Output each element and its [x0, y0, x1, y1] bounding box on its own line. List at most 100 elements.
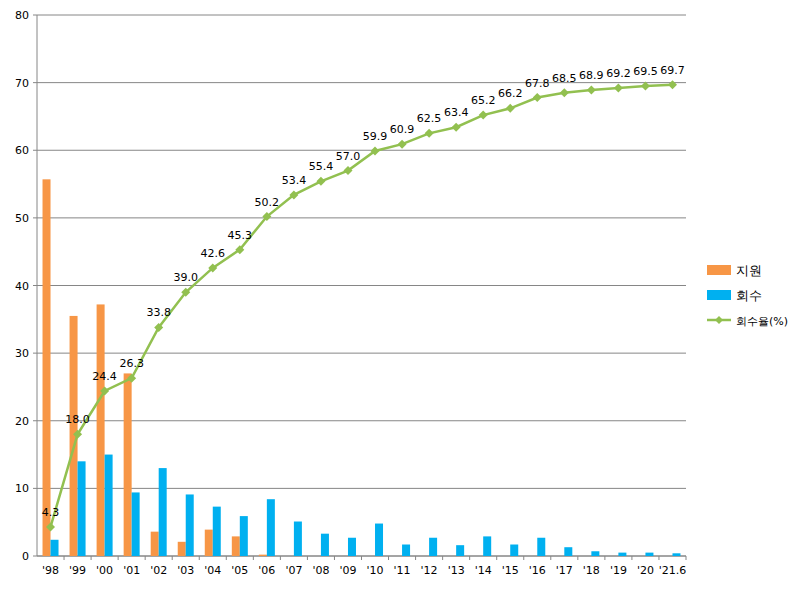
bar — [556, 556, 564, 557]
x-tick-mark — [415, 556, 416, 560]
x-tick-label: '02 — [150, 564, 167, 577]
bar — [672, 553, 680, 556]
tick-mark — [33, 488, 37, 489]
x-tick-label: '06 — [258, 564, 275, 577]
x-tick-label: '19 — [610, 564, 627, 577]
bar — [313, 556, 321, 557]
marker — [560, 88, 569, 97]
grid-line — [37, 285, 686, 286]
y-tick-label: 80 — [15, 9, 29, 22]
data-label: 59.9 — [363, 130, 388, 143]
y-tick-label: 30 — [15, 347, 29, 360]
marker — [208, 263, 217, 272]
bar — [132, 492, 140, 556]
tick-mark — [33, 15, 37, 16]
marker — [289, 190, 298, 199]
y-axis — [37, 15, 38, 556]
grid-line — [37, 217, 686, 218]
bar — [124, 373, 132, 556]
x-tick-label: '15 — [502, 564, 519, 577]
tick-mark — [33, 420, 37, 421]
bar — [618, 553, 626, 556]
x-tick-mark — [334, 556, 335, 560]
marker — [73, 430, 82, 439]
marker — [154, 323, 163, 332]
bar — [591, 551, 599, 556]
y-tick-label: 20 — [15, 415, 29, 428]
bar — [664, 556, 672, 557]
marker — [46, 522, 55, 531]
x-tick-label: '20 — [637, 564, 654, 577]
x-tick-label: '00 — [96, 564, 113, 577]
x-tick-mark — [388, 556, 389, 560]
x-tick-mark — [686, 556, 687, 560]
bar — [178, 542, 186, 556]
x-tick-mark — [199, 556, 200, 560]
marker — [235, 245, 244, 254]
x-tick-mark — [91, 556, 92, 560]
marker — [587, 86, 596, 95]
bar — [367, 556, 375, 557]
bar — [564, 547, 572, 556]
y-tick-label: 0 — [22, 550, 29, 563]
data-label: 68.9 — [579, 69, 604, 82]
bar — [213, 507, 221, 556]
grid-line — [37, 15, 686, 16]
data-label: 69.7 — [660, 64, 685, 77]
bar — [151, 532, 159, 556]
chart: 01020304050607080'98'99'00'01'02'03'04'0… — [0, 0, 806, 589]
data-label: 69.5 — [633, 65, 658, 78]
bar — [448, 556, 456, 557]
marker — [614, 84, 623, 93]
marker — [181, 288, 190, 297]
bar — [394, 556, 402, 557]
bar — [645, 553, 653, 556]
marker — [371, 146, 380, 155]
marker — [479, 111, 488, 120]
data-label: 69.2 — [606, 67, 631, 80]
marker — [506, 104, 515, 113]
x-tick-mark — [226, 556, 227, 560]
data-label: 26.3 — [119, 357, 144, 370]
x-tick-label: '09 — [339, 564, 356, 577]
data-label: 42.6 — [201, 247, 226, 260]
marker — [100, 386, 109, 395]
marker — [668, 80, 677, 89]
x-tick-mark — [658, 556, 659, 560]
data-label: 45.3 — [228, 229, 253, 242]
x-tick-mark — [118, 556, 119, 560]
x-tick-label: '13 — [448, 564, 465, 577]
x-tick-label: '16 — [529, 564, 546, 577]
bar — [510, 545, 518, 556]
tick-mark — [33, 285, 37, 286]
data-label: 39.0 — [173, 271, 198, 284]
x-tick-label: '03 — [177, 564, 194, 577]
bar — [340, 556, 348, 557]
marker — [641, 82, 650, 91]
bar — [429, 538, 437, 556]
marker — [398, 140, 407, 149]
x-tick-label: '08 — [312, 564, 329, 577]
bar — [529, 556, 537, 557]
x-tick-label: '07 — [285, 564, 302, 577]
marker — [316, 177, 325, 186]
data-label: 60.9 — [390, 123, 415, 136]
bar — [637, 556, 645, 557]
bar — [483, 536, 491, 556]
x-tick-mark — [442, 556, 443, 560]
x-tick-label: '14 — [475, 564, 492, 577]
x-tick-mark — [64, 556, 65, 560]
line — [51, 85, 673, 527]
x-tick-label: '05 — [231, 564, 248, 577]
y-tick-label: 60 — [15, 144, 29, 157]
x-tick-label: '98 — [42, 564, 59, 577]
data-label: 4.3 — [42, 506, 60, 519]
x-tick-label: '04 — [204, 564, 221, 577]
x-tick-label: '11 — [394, 564, 411, 577]
x-tick-mark — [604, 556, 605, 560]
bar — [294, 522, 302, 556]
bar — [610, 556, 618, 557]
x-tick-label: '17 — [556, 564, 573, 577]
bar — [205, 530, 213, 556]
data-label: 67.8 — [525, 77, 550, 90]
